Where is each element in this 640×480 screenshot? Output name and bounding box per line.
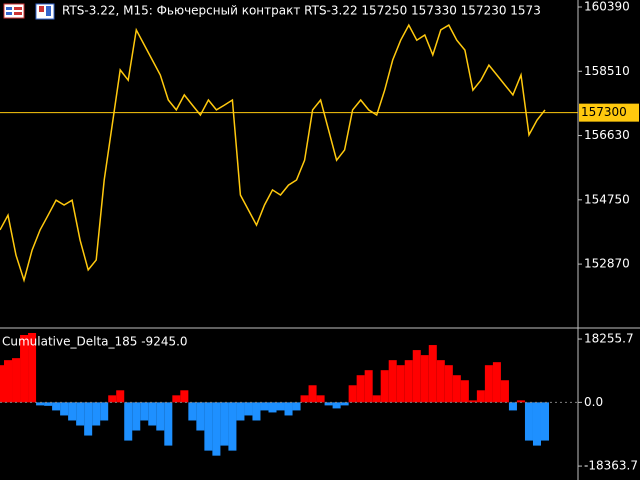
- y-tick-label: 160390: [584, 0, 630, 14]
- delta-bar: [220, 402, 229, 446]
- delta-bar: [236, 402, 245, 421]
- delta-bar: [36, 402, 45, 406]
- delta-bar: [12, 358, 21, 403]
- icon-part: [14, 7, 22, 10]
- y-tick-label: 158510: [584, 64, 630, 78]
- delta-bar: [532, 402, 541, 446]
- delta-bar: [420, 355, 429, 403]
- delta-bar: [76, 402, 85, 426]
- delta-bar: [388, 360, 397, 403]
- delta-bar: [28, 332, 37, 403]
- delta-bar: [404, 360, 413, 403]
- icon-part: [6, 7, 12, 10]
- delta-bar: [84, 402, 93, 436]
- delta-bar: [500, 380, 509, 403]
- delta-bar: [68, 402, 77, 421]
- delta-bar: [396, 365, 405, 403]
- delta-bar: [300, 395, 309, 403]
- delta-bar: [284, 402, 293, 416]
- delta-bar: [148, 402, 157, 426]
- delta-bar: [324, 402, 333, 406]
- y-tick-label: 152870: [584, 257, 630, 271]
- chart-title: RTS-3.22, M15: Фьючерсный контракт RTS-3…: [62, 4, 541, 18]
- delta-bar: [356, 375, 365, 403]
- delta-bar: [444, 365, 453, 403]
- delta-bar: [116, 390, 125, 403]
- delta-bar: [364, 370, 373, 403]
- icon: [3, 3, 25, 19]
- y-tick-label: -18363.7: [584, 459, 638, 473]
- delta-bar: [132, 402, 141, 431]
- delta-bar: [492, 362, 501, 403]
- delta-bar: [316, 395, 325, 403]
- icon-part: [6, 12, 12, 15]
- delta-bar: [52, 402, 61, 411]
- delta-bar: [4, 360, 13, 403]
- delta-bar: [276, 402, 285, 411]
- delta-bar: [524, 402, 533, 441]
- delta-bar: [92, 402, 101, 426]
- delta-bar: [140, 402, 149, 421]
- delta-bar: [436, 360, 445, 403]
- toolbar-icons: [3, 3, 55, 20]
- delta-bar: [332, 402, 341, 409]
- delta-bar: [380, 370, 389, 403]
- delta-bar: [268, 402, 277, 413]
- delta-bar: [124, 402, 133, 441]
- delta-bar: [188, 402, 197, 421]
- y-tick-label: 156630: [584, 128, 630, 142]
- delta-bar: [516, 400, 525, 403]
- icon-part: [46, 6, 51, 16]
- delta-bar: [412, 350, 421, 403]
- delta-bar: [228, 402, 237, 451]
- delta-bar: [452, 375, 461, 403]
- delta-bar: [20, 335, 29, 403]
- delta-bar: [348, 385, 357, 403]
- delta-bar: [252, 402, 261, 421]
- delta-bar: [156, 402, 165, 431]
- icon: [35, 3, 55, 20]
- delta-bar: [212, 402, 221, 456]
- delta-bar: [180, 390, 189, 403]
- price-line: [0, 23, 546, 283]
- delta-bar: [100, 402, 109, 421]
- delta-bar: [484, 365, 493, 403]
- indicator-label: Cumulative_Delta_185 -9245.0: [2, 335, 188, 349]
- icon-part: [39, 6, 44, 12]
- delta-bar: [204, 402, 213, 451]
- delta-bar: [60, 402, 69, 416]
- delta-bar: [260, 402, 269, 411]
- delta-bar: [428, 345, 437, 403]
- delta-bar: [172, 395, 181, 403]
- delta-bar: [340, 402, 349, 406]
- delta-bar: [540, 402, 550, 441]
- y-tick-label: 154750: [584, 192, 630, 206]
- delta-bar: [164, 402, 173, 446]
- delta-bar: [508, 402, 517, 411]
- delta-bar: [196, 402, 205, 431]
- delta-bar: [44, 402, 53, 406]
- delta-bar: [244, 402, 253, 416]
- y-tick-label: 18255.7: [584, 332, 634, 346]
- delta-bar: [460, 380, 469, 403]
- delta-bar: [292, 402, 301, 411]
- current-price-label: 157300: [581, 105, 627, 119]
- delta-bar: [372, 395, 381, 403]
- delta-bar: [308, 385, 317, 403]
- delta-bar: [476, 390, 485, 403]
- icon-part: [14, 12, 22, 15]
- y-tick-label: 0.0: [584, 395, 603, 409]
- delta-bar: [468, 400, 477, 403]
- delta-bar: [108, 395, 117, 403]
- current-price-box: [579, 103, 639, 122]
